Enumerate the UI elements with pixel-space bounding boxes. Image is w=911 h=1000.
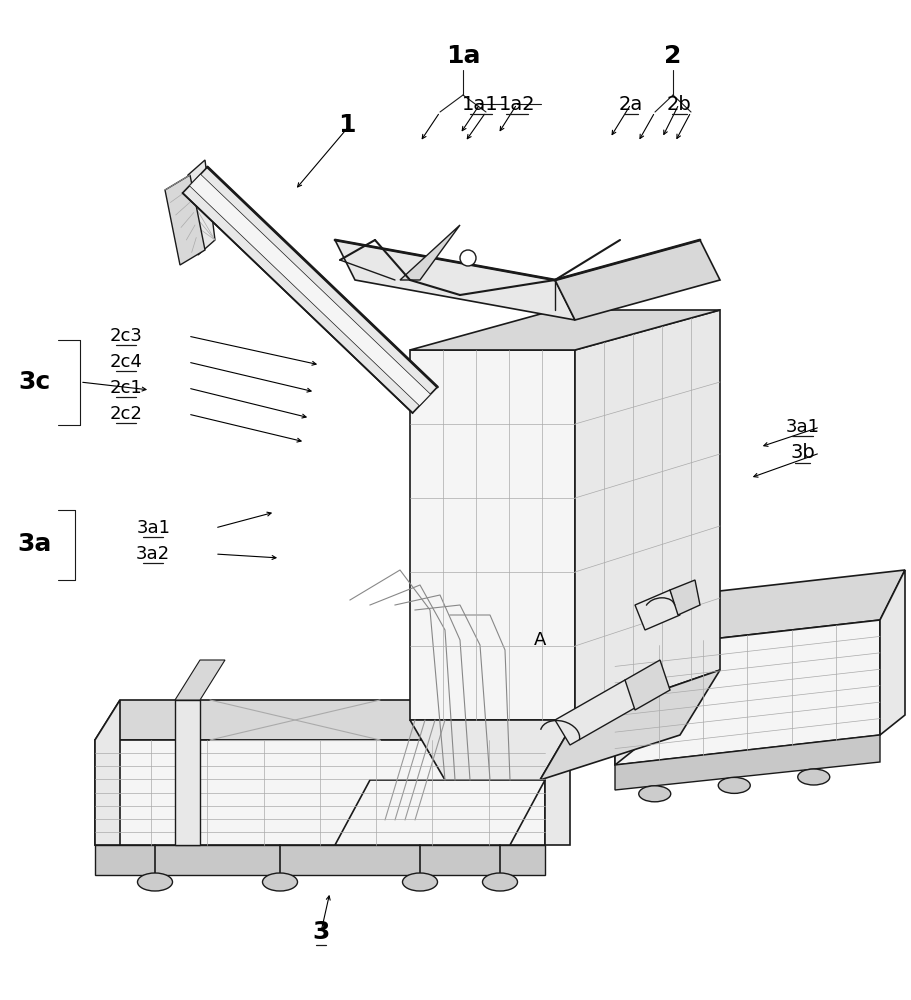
Text: 3b: 3b [789, 444, 814, 462]
Polygon shape [410, 310, 719, 350]
Polygon shape [175, 660, 225, 700]
Polygon shape [555, 240, 719, 320]
Ellipse shape [482, 873, 517, 891]
Polygon shape [95, 700, 120, 845]
Polygon shape [624, 660, 670, 710]
Polygon shape [182, 167, 437, 413]
Polygon shape [188, 160, 215, 255]
Text: 1a1: 1a1 [462, 95, 498, 113]
Text: 2c1: 2c1 [109, 379, 142, 397]
Polygon shape [614, 620, 879, 765]
Text: 2c3: 2c3 [109, 327, 142, 345]
Polygon shape [555, 680, 640, 745]
Ellipse shape [718, 777, 750, 793]
Text: 1a: 1a [445, 44, 480, 68]
Polygon shape [670, 580, 700, 615]
Text: 2c2: 2c2 [109, 405, 142, 423]
Ellipse shape [138, 873, 172, 891]
Polygon shape [400, 225, 459, 280]
Text: 3c: 3c [18, 370, 51, 394]
Polygon shape [410, 350, 574, 720]
Polygon shape [614, 600, 640, 765]
Polygon shape [614, 570, 904, 650]
Text: 3a1: 3a1 [136, 519, 170, 537]
Text: 3a2: 3a2 [136, 545, 170, 563]
Text: 2c4: 2c4 [109, 353, 142, 371]
Text: 3: 3 [312, 920, 330, 944]
Text: 1a2: 1a2 [498, 95, 535, 113]
Text: 2a: 2a [619, 95, 642, 113]
Polygon shape [95, 845, 545, 875]
Polygon shape [334, 780, 545, 845]
Ellipse shape [638, 786, 670, 802]
Polygon shape [334, 240, 574, 320]
Polygon shape [165, 175, 205, 265]
Ellipse shape [797, 769, 829, 785]
Polygon shape [614, 735, 879, 790]
Text: A: A [533, 631, 546, 649]
Polygon shape [879, 570, 904, 735]
Text: 3a1: 3a1 [784, 418, 819, 436]
Polygon shape [545, 700, 569, 845]
Text: 3a: 3a [17, 532, 52, 556]
Ellipse shape [262, 873, 297, 891]
Polygon shape [410, 720, 574, 780]
Text: 2b: 2b [666, 95, 691, 113]
Polygon shape [189, 174, 430, 406]
Polygon shape [95, 700, 569, 740]
Circle shape [459, 250, 476, 266]
Polygon shape [95, 740, 545, 845]
Ellipse shape [402, 873, 437, 891]
Text: 2: 2 [663, 44, 681, 68]
Polygon shape [574, 310, 719, 720]
Polygon shape [175, 700, 200, 845]
Polygon shape [634, 590, 680, 630]
Text: 1: 1 [337, 113, 355, 137]
Polygon shape [539, 670, 719, 780]
